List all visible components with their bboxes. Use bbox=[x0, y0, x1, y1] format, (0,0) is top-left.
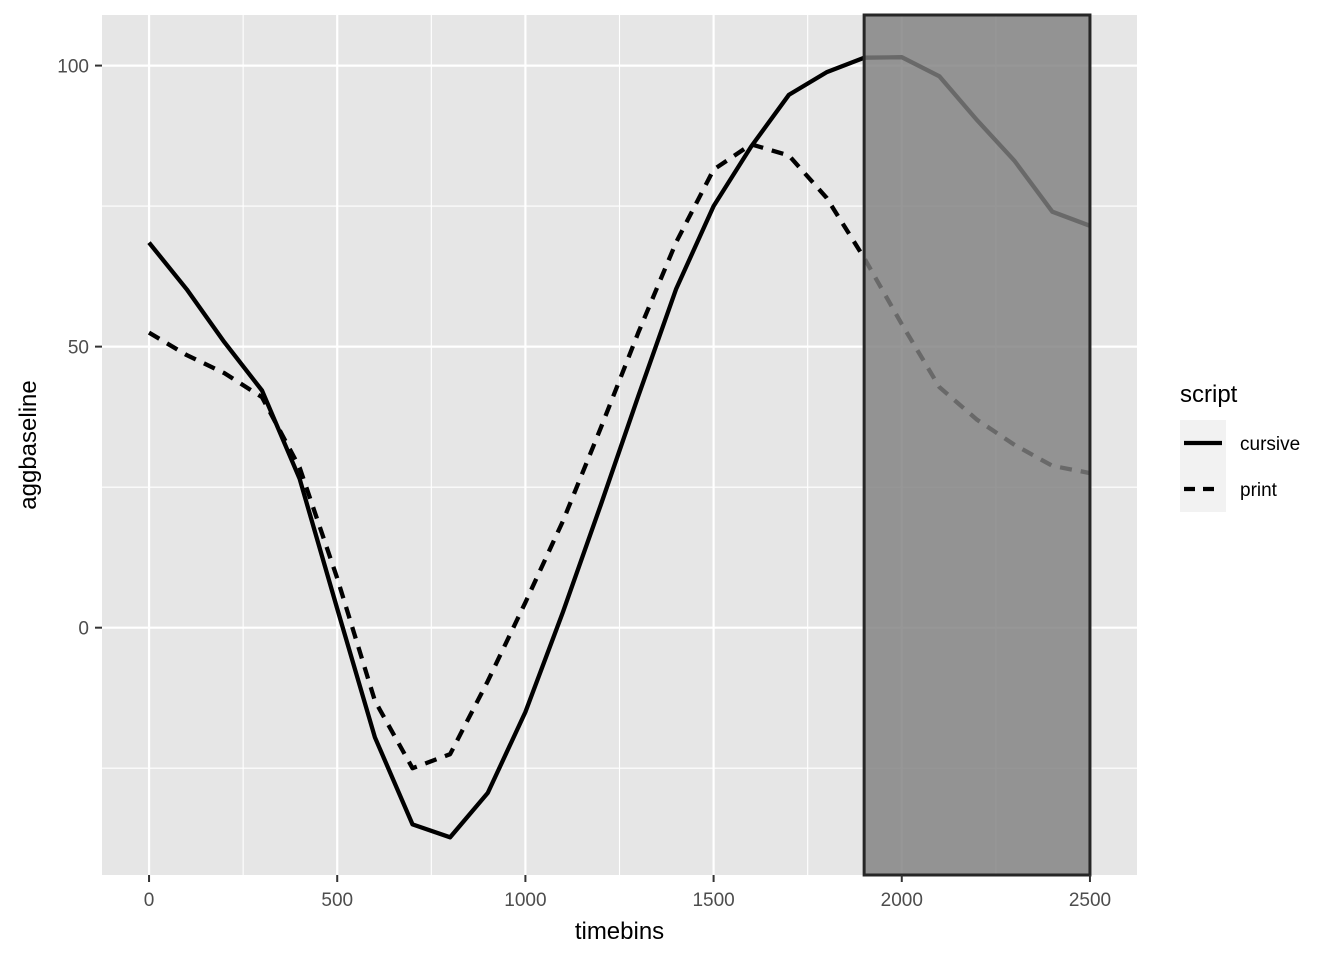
legend-label-cursive: cursive bbox=[1240, 434, 1300, 455]
highlight-region bbox=[862, 13, 1092, 877]
x-tick-label: 1500 bbox=[692, 890, 734, 911]
x-axis-title: timebins bbox=[575, 918, 664, 945]
x-tick-label: 2500 bbox=[1069, 890, 1111, 911]
x-tick-label: 2000 bbox=[881, 890, 923, 911]
y-tick-label: 0 bbox=[78, 619, 89, 640]
legend-title: script bbox=[1180, 381, 1238, 408]
y-tick-label: 100 bbox=[57, 57, 89, 78]
y-tick-label: 50 bbox=[68, 338, 89, 359]
legend-label-print: print bbox=[1240, 480, 1278, 501]
legend: script cursive print bbox=[1180, 381, 1300, 512]
y-axis: 0 50 100 bbox=[57, 57, 102, 640]
x-tick-label: 0 bbox=[144, 890, 155, 911]
x-tick-label: 500 bbox=[321, 890, 353, 911]
x-tick-label: 1000 bbox=[504, 890, 546, 911]
x-axis: 0 500 1000 1500 2000 2500 bbox=[144, 875, 1111, 911]
y-axis-title: aggbaseline bbox=[15, 380, 42, 509]
legend-entries: cursive print bbox=[1180, 420, 1300, 512]
